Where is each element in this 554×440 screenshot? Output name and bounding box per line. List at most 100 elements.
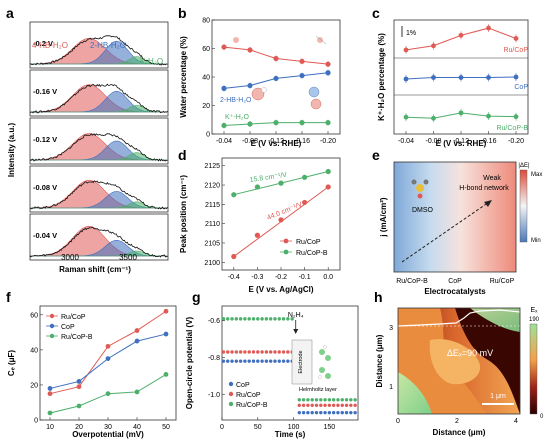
g-point-before-2-1 [226,317,230,321]
e-xlabel: Electrocatalysts [424,287,486,296]
e-cat-2: CoP [448,278,462,285]
e-arrowhead-icon [484,200,492,207]
f-ylabel: Cₑ (μF) [7,350,16,376]
g-point-before-1-3 [234,350,239,354]
f-series-line-1 [49,333,167,389]
e-colorbar-min: Min [531,238,541,244]
g-point-before-1-15 [286,350,290,354]
e-colorbar-title: |ΔE| [518,163,530,169]
g-point-before-0-11 [268,359,273,363]
g-inset-helmholtz: Helmholtz layer [299,387,337,393]
b-xtick-2: -0.12 [268,138,284,145]
g-point-after-1-1 [301,403,306,407]
b-point-0-0 [221,44,227,50]
d-legend-rucopb: Ru/CoP-B [296,250,328,257]
g-point-after-0-10 [340,410,344,415]
f-point-1-3 [134,338,140,344]
h-ytick-1: 1 [389,384,393,391]
g-ytick-2: -1.0 [208,392,220,399]
d-point-1-0 [231,192,237,198]
g-point-before-0-6 [247,359,251,363]
a-label-2hb: 2-HB-H₂O [90,41,126,50]
d-ytick-0: 2100 [204,260,220,267]
g-xtick-0: 0 [220,424,224,431]
g-xtick-3: 150 [324,424,336,431]
f-legend-marker-cop [49,323,55,329]
g-point-before-2-15 [286,317,290,321]
d-point-1-3 [302,174,308,180]
a-subplot-frame-1 [29,69,169,117]
b-point-0-3 [299,58,305,64]
f-xtick-0: 10 [46,424,54,431]
f-point-0-4 [163,308,169,314]
d-point-1-2 [278,180,284,186]
c-point-0-4 [513,36,519,41]
c-xtick-2: -0.12 [453,138,469,145]
f-xtick-2: 30 [104,424,112,431]
f-legend-cop: CoP [61,324,75,331]
f-ytick-1: 20 [30,382,38,389]
g-point-after-1-9 [336,403,340,407]
g-xlabel: Time (s) [275,430,306,439]
d-point-0-4 [325,184,331,190]
g-point-before-2-6 [247,317,251,321]
panel-h-kpfm-map: h ΔEₓ=90 mV 1 μm Eₓ 190 0 0 2 4 1 3 Dist… [374,289,544,437]
h-xtick-2: 2 [455,418,459,425]
c-point-1-3 [486,75,491,80]
g-point-before-1-1 [226,350,230,354]
f-point-0-0 [47,391,53,397]
h-xtick-4: 4 [514,418,518,425]
c-xtick-0: -0.04 [398,138,414,145]
g-event-label: N₂H₄ [288,312,304,319]
b-xtick-4: -0.20 [320,138,336,145]
c-point-0-2 [458,32,464,38]
g-point-after-0-7 [327,410,332,415]
a-potential-label-2: -0.12 V [33,135,57,144]
a-subplot-frame-0 [29,21,169,69]
g-point-after-1-2 [306,403,310,407]
c-label-rucopb: Ru/CoP-B [496,125,528,132]
g-point-before-2-2 [230,317,234,321]
panel-a-letter: a [6,5,14,21]
d-legend-marker-rucopb [283,249,289,255]
g-point-after-2-1 [301,398,306,402]
g-point-after-1-11 [344,403,349,407]
panel-b-water-percentage: b 0 20 40 60 80 -0.04 -0.08 -0.12 -0.16 -0.20 2-… [178,5,341,148]
panel-a-raman-spectra: a -0.2 V -0.16 V -0.12 V -0.08 V -0.04 V 4-H… [6,5,169,274]
g-point-after-1-3 [310,403,314,407]
g-point-before-2-9 [260,317,264,321]
h-xlabel: Distance (μm) [433,428,486,437]
c-label-rucop: Ru/CoP [503,47,528,54]
g-legend-marker-cop [228,381,234,387]
g-point-before-1-12 [273,350,277,354]
d-legend: Ru/CoP Ru/CoP-B [280,238,328,257]
panel-b-letter: b [178,5,187,21]
e-colorbar [519,169,528,243]
h-colorbar-min: 0 [540,414,544,420]
f-point-2-2 [105,391,111,397]
d-ytick-5: 2125 [204,163,220,170]
d-xtick-4: 0.0 [323,274,333,281]
g-point-after-2-5 [319,398,323,402]
h-surface-potential-map [397,308,521,414]
f-point-2-3 [134,389,140,395]
b-label-k: K⁺-H₂O [225,114,249,121]
panel-d-letter: d [178,147,187,163]
a-tick-3500: 3500 [119,253,137,262]
g-point-after-0-9 [336,410,340,415]
b-point-2-2 [273,120,279,126]
a-potential-label-0: -0.2 V [33,39,53,48]
b-point-2-0 [221,122,227,129]
d-xtick-0: -0.4 [228,274,240,281]
g-point-before-1-5 [243,350,247,354]
g-legend-marker-rucop [228,391,234,397]
a-ylabel: Intensity (a.u.) [7,123,16,178]
d-ytick-2: 2110 [205,221,220,228]
b-point-2-4 [325,120,331,126]
g-point-before-2-12 [273,317,277,321]
g-point-after-1-7 [327,403,332,407]
g-point-after-0-13 [353,410,357,415]
d-xtick-3: -0.1 [299,274,311,281]
g-point-after-0-8 [331,410,336,415]
g-point-before-2-16 [290,317,294,321]
